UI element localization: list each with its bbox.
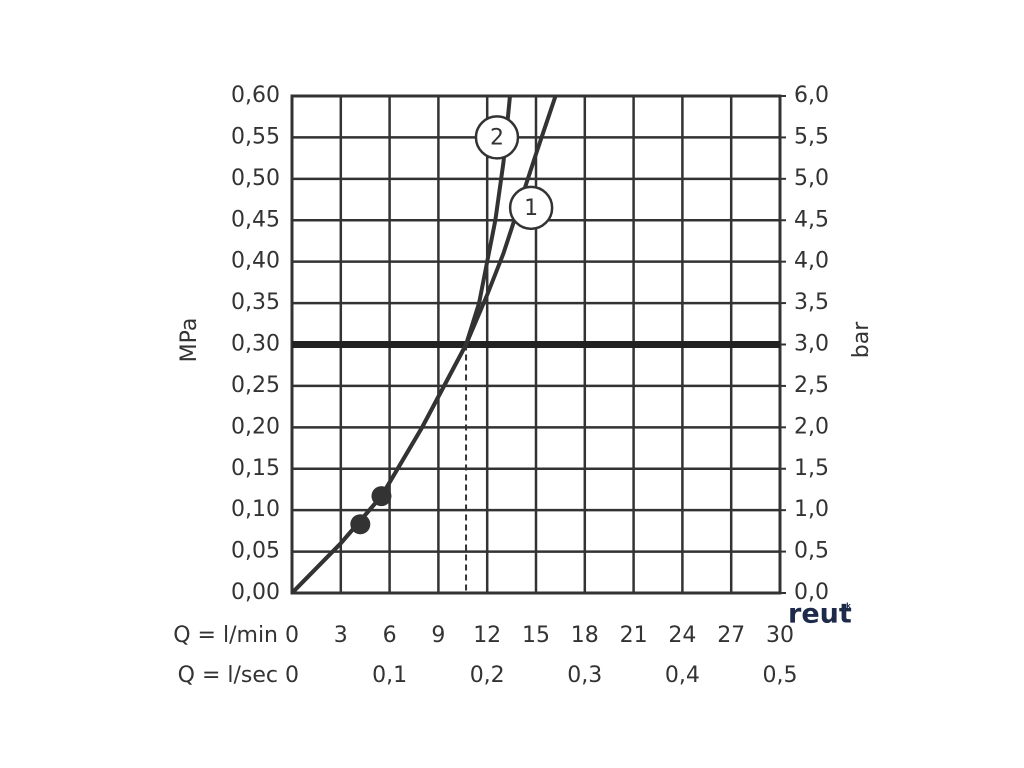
- x-tick-label: 24: [668, 623, 696, 648]
- curve-label: 2: [490, 125, 504, 150]
- x-tick-label: 12: [473, 623, 501, 648]
- y-tick-label: 0,20: [231, 414, 280, 439]
- y-axis-title: MPa: [177, 318, 202, 363]
- y2-tick-label: 5,5: [794, 124, 829, 149]
- y-tick-label: 0,40: [231, 249, 280, 274]
- curve-label: 1: [524, 196, 538, 221]
- y-tick-label: 0,15: [231, 456, 280, 481]
- x-tick-label: 27: [717, 623, 745, 648]
- y-tick-label: 0,60: [231, 83, 280, 108]
- marker: [371, 486, 392, 507]
- x-tick-label: 3: [334, 623, 348, 648]
- y2-tick-label: 1,0: [794, 497, 829, 522]
- x2-axis-title: Q = l/sec: [178, 663, 278, 688]
- x-tick-label: 6: [383, 623, 397, 648]
- y2-tick-label: 1,5: [794, 456, 829, 481]
- x2-tick-label: 0: [285, 663, 299, 688]
- marker: [350, 514, 371, 535]
- x2-tick-label: 0,1: [372, 663, 407, 688]
- x2-tick-label: 0,2: [470, 663, 505, 688]
- y2-tick-label: 6,0: [794, 83, 829, 108]
- y-tick-label: 0,00: [231, 580, 280, 605]
- y2-tick-label: 2,5: [794, 373, 829, 398]
- x-tick-label: 18: [571, 623, 599, 648]
- x2-tick-label: 0,4: [665, 663, 700, 688]
- y-tick-label: 0,30: [231, 332, 280, 357]
- y2-axis-title: bar: [849, 321, 874, 358]
- x2-tick-label: 0,5: [763, 663, 798, 688]
- curve-label-circle: [508, 185, 554, 231]
- watermark: reut: [788, 599, 852, 630]
- y-tick-label: 0,45: [231, 207, 280, 232]
- x-tick-label: 9: [431, 623, 445, 648]
- y2-tick-label: 5,0: [794, 166, 829, 191]
- x-tick-label: 30: [766, 623, 794, 648]
- y-tick-label: 0,25: [231, 373, 280, 398]
- y-tick-label: 0,35: [231, 290, 280, 315]
- x-axis-title: Q = l/min: [173, 623, 278, 648]
- y-tick-label: 0,55: [231, 124, 280, 149]
- y2-tick-label: 4,0: [794, 249, 829, 274]
- watermark-sup: sk: [842, 602, 851, 610]
- y2-tick-label: 0,5: [794, 539, 829, 564]
- x-tick-label: 0: [285, 623, 299, 648]
- y-tick-label: 0,50: [231, 166, 280, 191]
- y-tick-label: 0,05: [231, 539, 280, 564]
- x-tick-label: 21: [620, 623, 648, 648]
- y2-tick-label: 4,5: [794, 207, 829, 232]
- y2-tick-label: 3,5: [794, 290, 829, 315]
- y2-tick-label: 3,0: [794, 332, 829, 357]
- y2-tick-label: 2,0: [794, 414, 829, 439]
- x-tick-label: 15: [522, 623, 550, 648]
- y-tick-label: 0,10: [231, 497, 280, 522]
- curve-label-circle: [474, 115, 520, 160]
- x2-tick-label: 0,3: [567, 663, 602, 688]
- y2-tick-label: 0,0: [794, 580, 829, 605]
